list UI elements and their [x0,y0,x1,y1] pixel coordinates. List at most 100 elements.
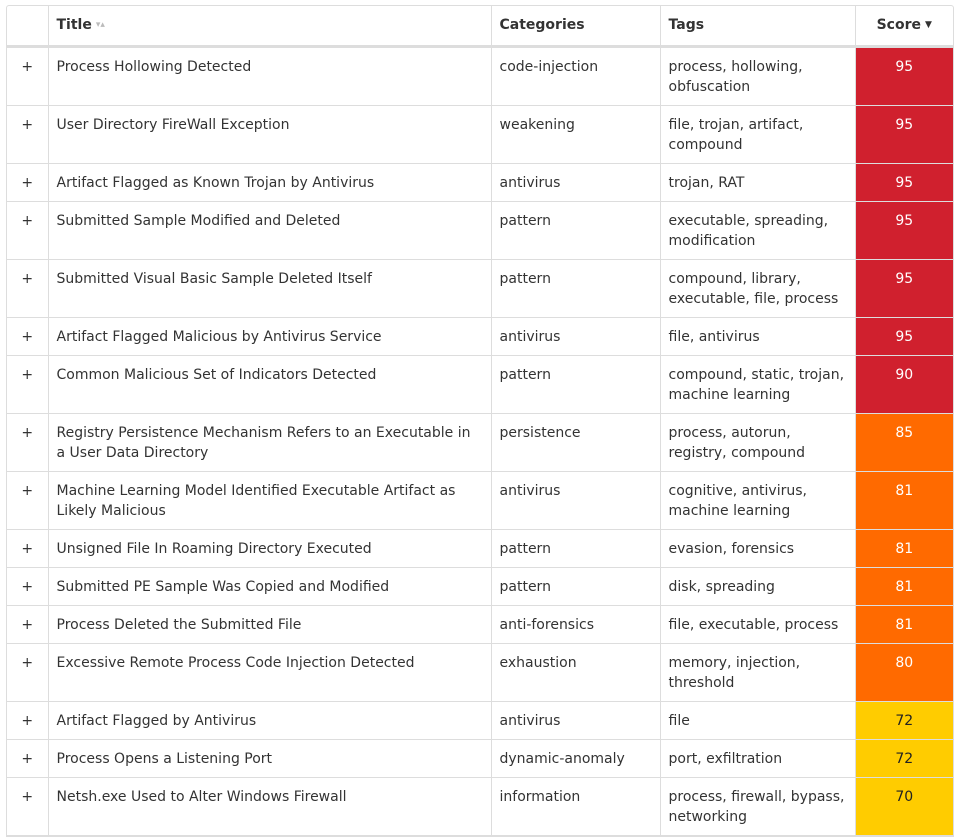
tags-cell: trojan, RAT [659,163,856,202]
category-cell: pattern [490,567,661,606]
score-cell: 95 [854,201,953,260]
table-header: Title ▾▴ Categories Tags Score ▼ [7,6,953,48]
category-cell: antivirus [490,471,661,530]
table-row: + Unsigned File In Roaming Directory Exec… [7,529,953,568]
category-cell: information [490,777,661,836]
title-cell: Artifact Flagged by Antivirus [47,701,492,740]
table-row: + User Directory FireWall Exception weaken… [7,105,953,164]
table-row: + Process Hollowing Detected code-injectio… [7,46,953,106]
score-cell: 90 [854,355,953,414]
title-cell: Artifact Flagged Malicious by Antivirus … [47,317,492,356]
table-row: + Submitted PE Sample Was Copied and Modi… [7,567,953,606]
expand-toggle[interactable]: + [7,605,49,644]
title-cell: Submitted Visual Basic Sample Deleted It… [47,259,492,318]
tags-cell: cognitive, antivirus, machine learning [659,471,856,530]
expand-toggle[interactable]: + [7,777,49,836]
tags-cell: process, hollowing, obfuscation [659,46,856,106]
table-row: + Artifact Flagged Malicious by Antivirus… [7,317,953,356]
category-cell: anti-forensics [490,605,661,644]
score-cell: 95 [854,46,953,106]
table-row: + Artifact Flagged as Known Trojan by Ant… [7,163,953,202]
expand-toggle[interactable]: + [7,701,49,740]
table-row: + Artifact Flagged by Antivirus antivirus f… [7,701,953,740]
category-cell: exhaustion [490,643,661,702]
table-row: + Submitted Sample Modified and Deleted pa… [7,201,953,260]
score-cell: 95 [854,105,953,164]
expand-toggle[interactable]: + [7,643,49,702]
header-label: Title [56,17,92,33]
tags-cell: file, trojan, artifact, compound [659,105,856,164]
score-cell: 70 [854,777,953,836]
score-cell: 95 [854,259,953,318]
score-cell: 81 [854,529,953,568]
score-cell: 81 [854,567,953,606]
score-cell: 95 [854,317,953,356]
tags-cell: executable, spreading, modification [659,201,856,260]
sort-indicator: ▼ [924,20,932,30]
title-cell: Process Hollowing Detected [47,46,492,106]
tags-cell: file, antivirus [659,317,856,356]
title-cell: Unsigned File In Roaming Directory Execu… [47,529,492,568]
title-cell: Submitted Sample Modified and Deleted [47,201,492,260]
title-cell: Registry Persistence Mechanism Refers to… [47,413,492,472]
table-row: + Machine Learning Model Identified Execu… [7,471,953,530]
expand-toggle[interactable]: + [7,471,49,530]
category-cell: code-injection [490,46,661,106]
score-cell: 81 [854,605,953,644]
expand-toggle[interactable]: + [7,163,49,202]
column-header[interactable]: Score ▼ [854,6,953,48]
score-cell: 72 [854,701,953,740]
title-cell: Artifact Flagged as Known Trojan by Anti… [47,163,492,202]
tags-cell: process, firewall, bypass, networking [659,777,856,836]
table-row: + Submitted Visual Basic Sample Deleted I… [7,259,953,318]
expand-toggle[interactable]: + [7,259,49,318]
tags-cell: file, executable, process [659,605,856,644]
table-row: + Process Deleted the Submitted File anti-… [7,605,953,644]
header-label: Score [876,17,921,33]
category-cell: pattern [490,529,661,568]
score-cell: 85 [854,413,953,472]
alerts-table: Title ▾▴ Categories Tags Score ▼ + Process … [7,6,953,836]
column-header[interactable]: Categories [490,6,661,48]
table-row: + Excessive Remote Process Code Injection… [7,643,953,702]
category-cell: antivirus [490,163,661,202]
category-cell: persistence [490,413,661,472]
tags-cell: compound, static, trojan, machine learni… [659,355,856,414]
score-cell: 72 [854,739,953,778]
expand-toggle[interactable]: + [7,105,49,164]
category-cell: antivirus [490,701,661,740]
header-label: Categories [499,17,585,33]
expand-toggle[interactable]: + [7,529,49,568]
score-cell: 81 [854,471,953,530]
column-header[interactable]: Tags [659,6,856,48]
tags-cell: memory, injection, threshold [659,643,856,702]
score-cell: 95 [854,163,953,202]
table-row: + Process Opens a Listening Port dynamic-a… [7,739,953,778]
tags-cell: compound, library, executable, file, pro… [659,259,856,318]
table-row: + Common Malicious Set of Indicators Dete… [7,355,953,414]
page: Title ▾▴ Categories Tags Score ▼ + Process … [6,5,954,837]
expand-toggle[interactable]: + [7,46,49,106]
header-label: Tags [668,17,705,33]
column-header[interactable]: Title ▾▴ [47,6,492,48]
title-cell: Submitted PE Sample Was Copied and Modif… [47,567,492,606]
tags-cell: evasion, forensics [659,529,856,568]
expand-toggle[interactable]: + [7,739,49,778]
table-row: + Netsh.exe Used to Alter Windows Firewal… [7,777,953,836]
tags-cell: process, autorun, registry, compound [659,413,856,472]
title-cell: Process Opens a Listening Port [47,739,492,778]
tags-cell: disk, spreading [659,567,856,606]
score-cell: 80 [854,643,953,702]
category-cell: antivirus [490,317,661,356]
expand-toggle[interactable]: + [7,413,49,472]
category-cell: pattern [490,201,661,260]
category-cell: dynamic-anomaly [490,739,661,778]
expand-toggle[interactable]: + [7,355,49,414]
table-body: + Process Hollowing Detected code-injectio… [7,46,953,836]
category-cell: weakening [490,105,661,164]
expand-toggle[interactable]: + [7,201,49,260]
expand-toggle[interactable]: + [7,317,49,356]
title-cell: Excessive Remote Process Code Injection … [47,643,492,702]
title-cell: User Directory FireWall Exception [47,105,492,164]
expand-toggle[interactable]: + [7,567,49,606]
